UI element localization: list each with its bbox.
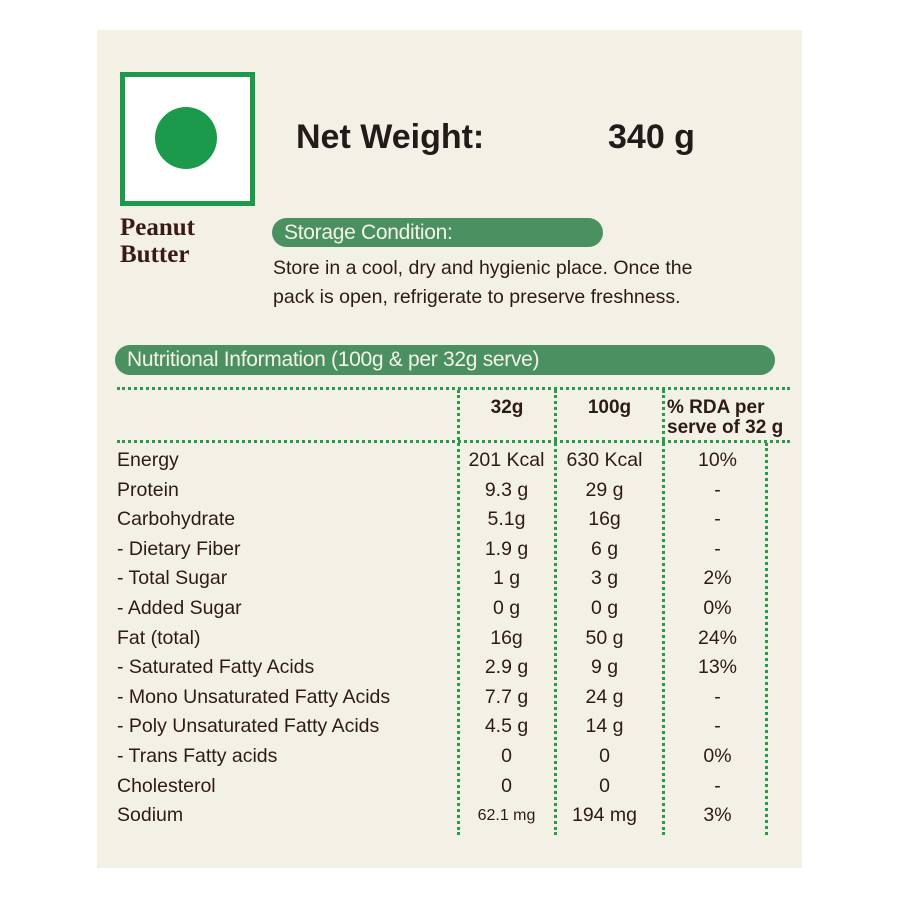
value-32g: 201 Kcal	[468, 449, 545, 471]
net-weight-label: Net Weight:	[296, 118, 485, 156]
storage-line: Store in a cool, dry and hygienic place.…	[273, 257, 693, 279]
value-rda: -	[714, 537, 721, 560]
value-rda: 0%	[703, 745, 732, 767]
nutrient-name: - Trans Fatty acids	[117, 745, 278, 767]
storage-line: pack is open, refrigerate to preserve fr…	[273, 286, 681, 308]
value-100g: 9 g	[590, 656, 619, 679]
table-row: Energy 201 Kcal 630 Kcal 10%	[117, 446, 777, 475]
value-32g: 16g	[490, 626, 523, 649]
column-header-100g: 100g	[587, 397, 632, 418]
table-row: - Poly Unsaturated Fatty Acids 4.5 g 14 g -	[117, 712, 777, 741]
nutrient-name: - Added Sugar	[117, 597, 242, 619]
value-rda: 2%	[703, 567, 732, 590]
value-rda: -	[714, 774, 721, 797]
nutrient-name: Fat (total)	[117, 626, 201, 649]
value-32g: 9.3 g	[484, 478, 529, 501]
table-row: Protein 9.3 g 29 g -	[117, 476, 777, 505]
table-row: - Saturated Fatty Acids 2.9 g 9 g 13%	[117, 653, 777, 682]
value-rda: -	[714, 685, 721, 708]
table-row: Carbohydrate 5.1g 16g -	[117, 505, 777, 534]
nutrient-name: Protein	[117, 478, 179, 501]
value-100g: 29 g	[585, 478, 624, 501]
table-row: Cholesterol 0 0 -	[117, 772, 777, 801]
value-100g: 194 mg	[571, 804, 638, 827]
table-row: Sodium 62.1 mg 194 mg 3%	[117, 801, 777, 830]
value-32g: 7.7 g	[484, 685, 529, 708]
value-rda: 24%	[697, 626, 738, 649]
value-32g: 5.1g	[487, 508, 526, 531]
value-rda: -	[714, 478, 721, 501]
value-rda: 13%	[697, 656, 738, 679]
nutrient-name: - Total Sugar	[117, 567, 228, 590]
rda-header-line: serve of 32 g	[667, 417, 784, 438]
value-rda: -	[714, 715, 721, 738]
product-name-line: Butter	[120, 241, 190, 268]
value-32g: 62.1 mg	[477, 807, 536, 825]
value-32g: 0	[501, 745, 512, 767]
nutrition-heading: Nutritional Information (100g & per 32g …	[115, 345, 775, 375]
value-100g: 6 g	[590, 537, 619, 560]
nutrient-name: - Saturated Fatty Acids	[117, 656, 315, 679]
storage-heading: Storage Condition:	[272, 218, 603, 247]
nutrient-name: - Poly Unsaturated Fatty Acids	[117, 715, 380, 738]
nutrient-name: Cholesterol	[117, 774, 216, 797]
storage-text: Store in a cool, dry and hygienic place.…	[273, 254, 803, 312]
veg-mark-icon	[120, 72, 255, 206]
value-32g: 1.9 g	[484, 537, 529, 560]
value-100g: 14 g	[585, 715, 624, 738]
value-32g: 0 g	[492, 597, 521, 619]
divider	[117, 387, 790, 390]
column-header-32g: 32g	[490, 397, 524, 418]
value-32g: 2.9 g	[484, 656, 529, 679]
table-row: - Trans Fatty acids 0 0 0%	[117, 742, 777, 771]
nutrient-name: Sodium	[117, 804, 184, 827]
divider	[117, 440, 790, 443]
table-row: - Mono Unsaturated Fatty Acids 7.7 g 24 g -	[117, 683, 777, 712]
value-100g: 24 g	[585, 685, 624, 708]
value-100g: 0	[599, 745, 610, 767]
rda-header-line: % RDA per	[667, 397, 765, 418]
value-rda: 0%	[703, 597, 732, 619]
value-100g: 50 g	[585, 626, 624, 649]
product-name: Peanut Butter	[120, 214, 195, 268]
value-32g: 1 g	[492, 567, 521, 590]
nutrient-name: - Mono Unsaturated Fatty Acids	[117, 685, 391, 708]
value-100g: 630 Kcal	[566, 449, 643, 471]
table-row: - Added Sugar 0 g 0 g 0%	[117, 594, 777, 623]
net-weight-value: 340 g	[608, 118, 695, 156]
table-row: - Dietary Fiber 1.9 g 6 g -	[117, 535, 777, 564]
divider	[554, 390, 557, 835]
nutrient-name: Energy	[117, 449, 179, 471]
table-row: Fat (total) 16g 50 g 24%	[117, 624, 777, 653]
value-100g: 0	[599, 774, 610, 797]
value-100g: 0 g	[590, 597, 619, 619]
divider	[765, 443, 768, 835]
value-100g: 16g	[588, 508, 621, 531]
value-32g: 4.5 g	[484, 715, 529, 738]
product-name-line: Peanut	[120, 214, 195, 241]
table-row: - Total Sugar 1 g 3 g 2%	[117, 564, 777, 593]
column-header-rda: % RDA per serve of 32 g	[667, 398, 797, 438]
veg-dot	[155, 107, 217, 169]
divider	[457, 390, 460, 835]
value-rda: 3%	[703, 804, 732, 827]
nutrient-name: - Dietary Fiber	[117, 537, 241, 560]
divider	[662, 390, 665, 835]
value-32g: 0	[501, 774, 512, 797]
nutrient-name: Carbohydrate	[117, 508, 236, 531]
value-100g: 3 g	[590, 567, 619, 590]
value-rda: 10%	[697, 449, 738, 471]
value-rda: -	[714, 508, 721, 531]
